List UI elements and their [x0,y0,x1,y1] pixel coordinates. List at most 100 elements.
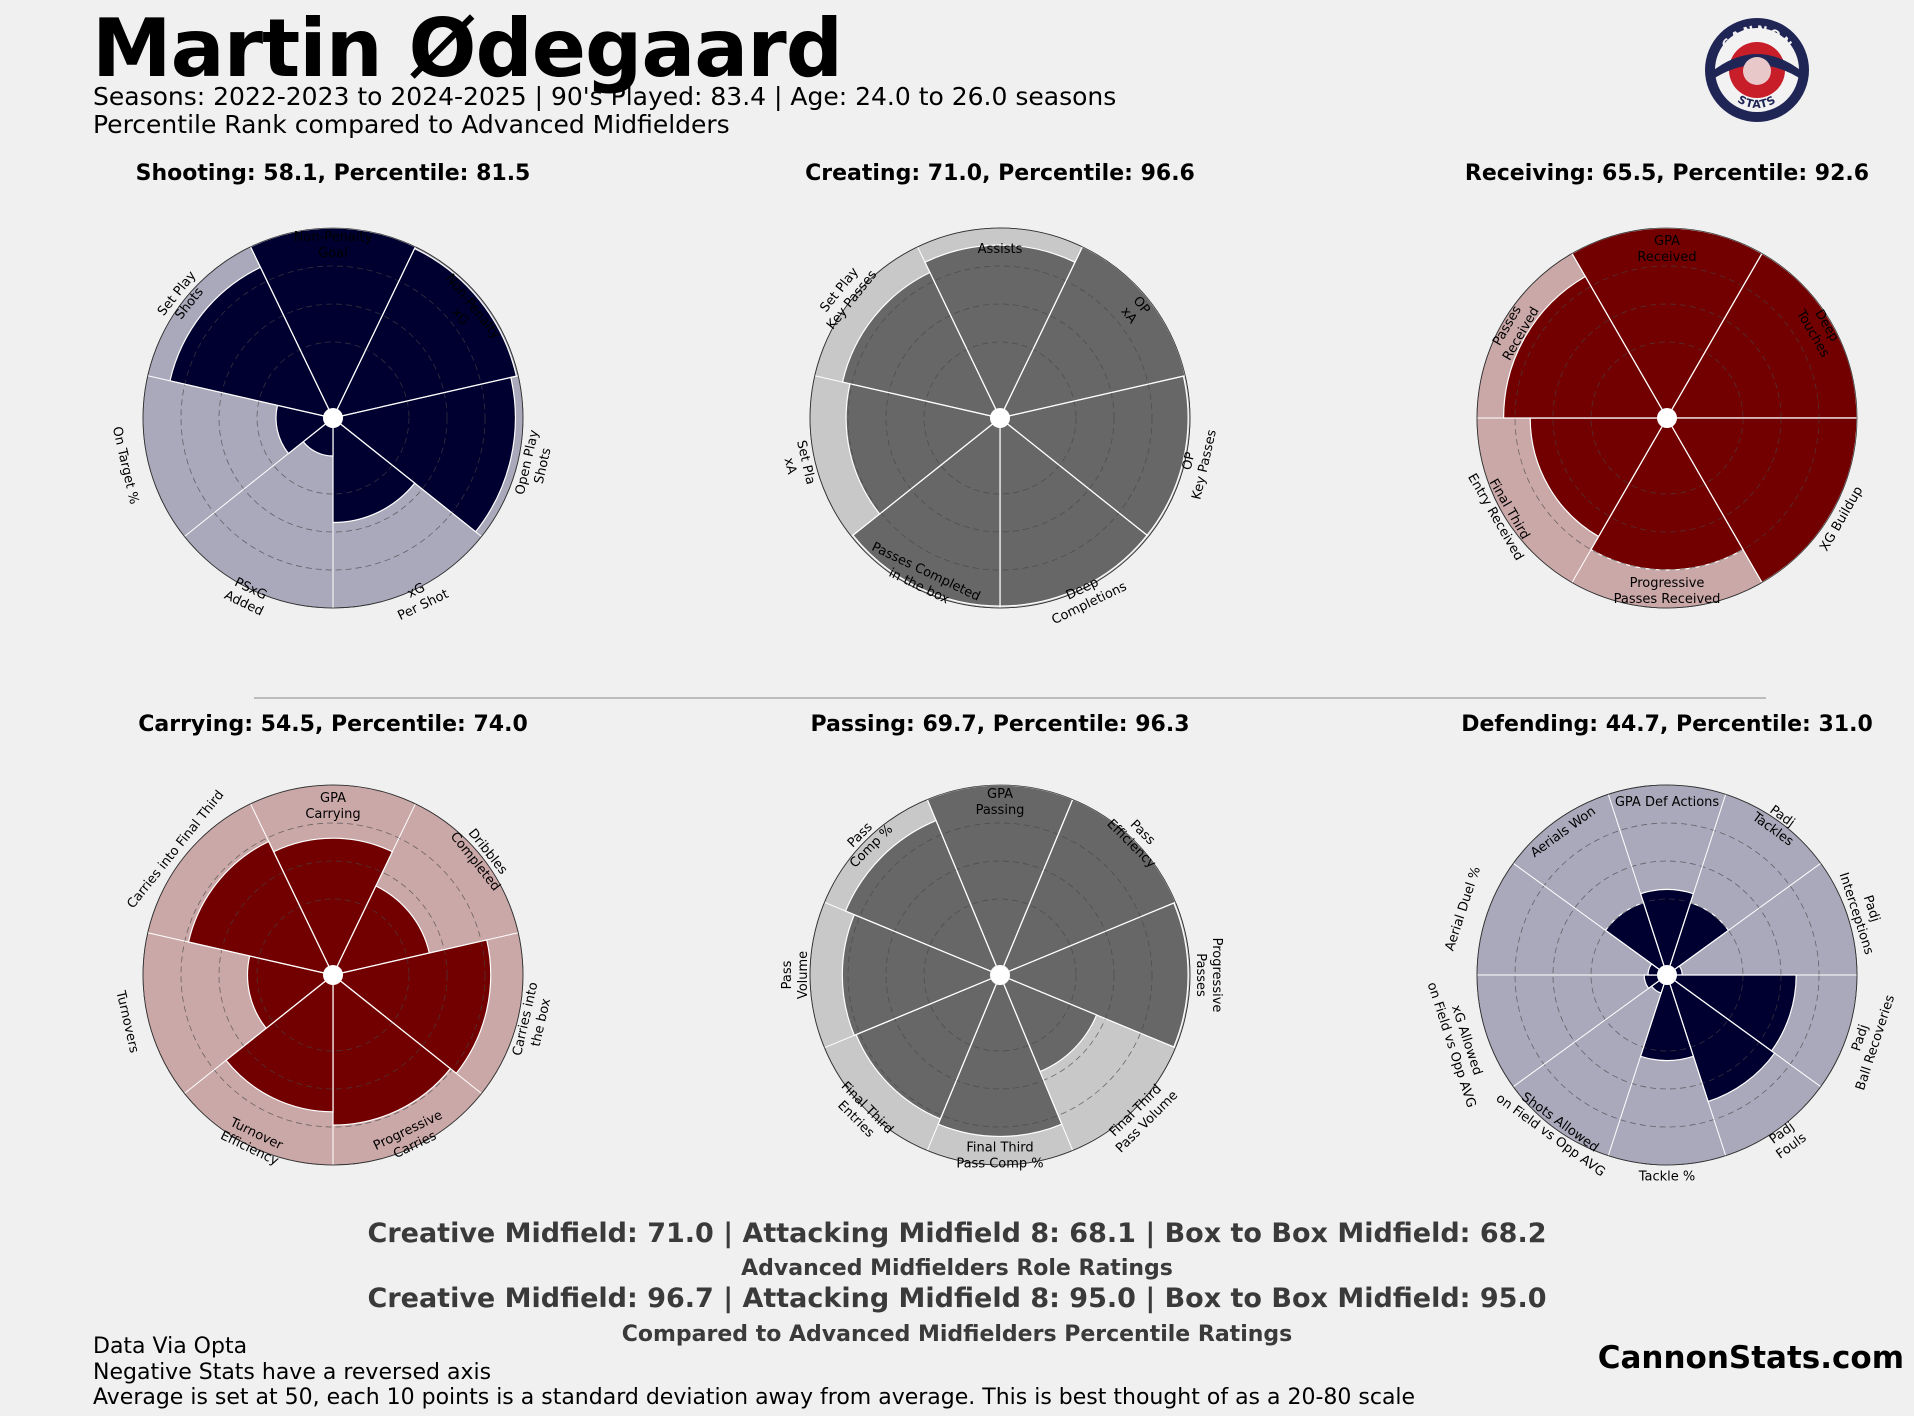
grid-ring-2 [218,303,448,533]
percentile-ratings-caption: Compared to Advanced Midfielders Percent… [621,1322,1293,1347]
grid-ring-3 [180,265,486,571]
spoke [1607,974,1668,1156]
grid-ring-2 [885,303,1115,533]
spoke [250,246,334,419]
label-line: Passes [1193,953,1208,997]
spoke [332,803,416,976]
center-dot [990,408,1010,428]
label-line: Final Third [966,1141,1033,1156]
label-line: On Target % [109,425,141,506]
pizza-chart-3: Receiving: 65.5, Percentile: 92.6 GPA Rece… [1464,161,1869,609]
bar-passes-received [1502,275,1669,419]
bar-on-target- [275,404,335,455]
label-line: Goal [318,246,348,261]
role-ratings: Creative Midfield: 71.0 | Attacking Midf… [367,1218,1547,1249]
bar-turnovers [246,955,335,1030]
category-label: Set PlaxA [777,439,817,490]
center-dot [1657,408,1677,428]
cannon-stats-logo: CANNON STATS [1705,18,1809,122]
spoke [917,246,1001,419]
label-line: Turnovers [112,988,141,1054]
bar-set-play-shots [169,266,335,419]
spoke [999,799,1074,976]
spoke [250,803,334,976]
center-dot [1657,965,1677,985]
chart-title: Receiving: 65.5, Percentile: 92.6 [1465,161,1869,186]
bar-padj-ball-recoveries [1665,974,1797,1052]
bar-carries-into-final-third [187,840,335,976]
label-line: GPA [987,787,1013,802]
category-label: On Target % [109,425,141,506]
spoke [999,417,1149,537]
label-line: Progressive [1209,938,1224,1013]
footer-negative-note: Negative Stats have a reversed axis [93,1360,492,1385]
subtitle-comparison: Percentile Rank compared to Advanced Mid… [93,110,730,139]
grid-ring-1 [923,898,1077,1052]
grid-ring-3 [180,822,486,1128]
bar-passes-completed-in-the-box [852,416,1001,607]
spoke [824,901,1001,976]
spoke [1571,253,1668,419]
chart-title: Passing: 69.7, Percentile: 96.3 [810,712,1189,737]
bar-gpa-carrying [272,837,394,977]
category-label: GPA Def Actions [1615,795,1720,810]
subtitle-seasons: Seasons: 2022-2023 to 2024-2025 | 90's P… [93,82,1117,111]
pizza-chart-6: Defending: 44.7, Percentile: 31.0 GPA Def… [1424,712,1898,1184]
label-line: Progressive [1630,576,1705,591]
center-dot [323,965,343,985]
label-line: Volume [796,951,811,999]
label-line: Aerial Duel % [1443,865,1484,953]
bar-set-play-key-passes [841,271,1002,419]
footer-scale-note: Average is set at 50, each 10 points is … [93,1385,1416,1410]
spoke [1666,974,1727,1156]
chart-title: Defending: 44.7, Percentile: 31.0 [1461,712,1873,737]
category-label: GPA Carrying [305,791,360,822]
bar-dribbles-completed [331,885,431,976]
player-name: Martin Ødegaard [92,2,843,95]
category-label: GPA Passing [976,787,1025,818]
category-label: Turnovers [112,988,141,1054]
grid-ring-1 [256,341,410,495]
grid-ring-2 [885,860,1115,1090]
spoke [1666,253,1763,419]
label-line: xG [405,580,428,601]
spoke [184,974,334,1094]
spoke [1666,862,1822,976]
spoke [147,932,334,976]
spoke [1666,794,1727,976]
spoke [999,375,1186,419]
spoke [332,246,416,419]
bar-turnover-efficiency [225,973,334,1113]
footer-source: Data Via Opta [93,1334,248,1359]
percentile-ratings: Creative Midfield: 96.7 | Attacking Midf… [367,1283,1547,1314]
spoke [184,417,334,537]
label-line: GPA Def Actions [1615,795,1720,810]
label-line: GPA [320,791,346,806]
role-ratings-caption: Advanced Midfielders Role Ratings [741,1256,1173,1281]
pizza-chart-2: Creating: 71.0, Percentile: 96.6 Assists O… [777,161,1220,628]
chart-border [1476,784,1858,1166]
spoke [1666,974,1822,1088]
label-line: Pass Comp % [956,1157,1043,1172]
grid-ring-3 [847,822,1153,1128]
bar-progressive-passes [998,902,1189,1048]
category-label: GPA Received [1637,234,1696,265]
center-dot [323,408,343,428]
pizza-chart-1: Shooting: 58.1, Percentile: 81.5 Non-Pena… [109,161,555,624]
spoke [1666,417,1763,583]
spoke [926,974,1001,1151]
site-link[interactable]: CannonStats.com [1597,1340,1904,1376]
chart-title: Shooting: 58.1, Percentile: 81.5 [136,161,531,186]
svg-text:STATS: STATS [1735,93,1778,111]
bar-final-third-pass-volume [998,973,1098,1073]
spoke [999,901,1176,976]
bar-final-third-pass-comp- [937,973,1063,1138]
label-line: GPA [1654,234,1680,249]
pizza-chart-5: Passing: 69.7, Percentile: 96.3 GPA Passin… [780,712,1224,1172]
spoke [332,375,519,419]
center-dot [990,965,1010,985]
spoke [332,932,519,976]
label-line: Assists [978,242,1023,257]
logo-band-icon [1710,54,1804,81]
